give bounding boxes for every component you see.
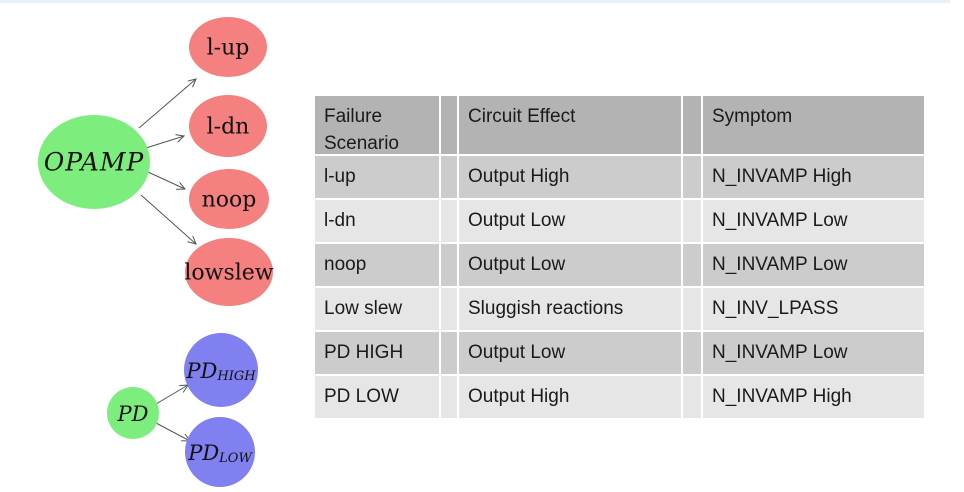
- window-top-edge: [0, 0, 950, 3]
- cell-symptom: N_INV_LPASS: [703, 288, 924, 330]
- edge-opamp-lowslew: [140, 194, 196, 244]
- pd-low-node: [185, 417, 255, 487]
- lup-node-label: l-up: [207, 36, 250, 61]
- cell-effect: Output Low: [459, 244, 681, 286]
- edge-opamp-ldn: [145, 136, 184, 149]
- ldn-node: [189, 95, 267, 157]
- noop-node-label: noop: [202, 188, 257, 213]
- cell-spacer: [441, 156, 457, 198]
- lowslew-node-label: lowslew: [184, 261, 273, 286]
- opamp-node-label: OPAMP: [44, 148, 145, 177]
- header-spacer-1: [441, 96, 457, 154]
- cell-symptom: N_INVAMP High: [703, 376, 924, 418]
- edge-opamp-noop: [147, 171, 185, 189]
- cell-scenario: PD LOW: [315, 376, 439, 418]
- lowslew-node: [185, 238, 273, 306]
- pd-low-node-label: PDLOW: [187, 441, 253, 466]
- lup-node: [189, 17, 267, 77]
- failure-scenario-table: Failure Scenario Circuit Effect Symptom …: [315, 96, 924, 418]
- pd-low-sub: LOW: [218, 451, 253, 466]
- cell-symptom: N_INVAMP Low: [703, 244, 924, 286]
- cell-spacer: [683, 288, 701, 330]
- cell-spacer: [683, 376, 701, 418]
- header-circuit-effect: Circuit Effect: [459, 96, 681, 154]
- noop-node: [189, 169, 269, 229]
- cell-spacer: [441, 244, 457, 286]
- cell-symptom: N_INVAMP High: [703, 156, 924, 198]
- cell-spacer: [683, 200, 701, 242]
- edge-pd-low: [155, 422, 190, 441]
- header-spacer-2: [683, 96, 701, 154]
- cell-scenario: l-up: [315, 156, 439, 198]
- cell-symptom: N_INVAMP Low: [703, 200, 924, 242]
- cell-effect: Output High: [459, 376, 681, 418]
- cell-symptom: N_INVAMP Low: [703, 332, 924, 374]
- cell-effect: Output Low: [459, 200, 681, 242]
- cell-spacer: [683, 332, 701, 374]
- cell-scenario: Low slew: [315, 288, 439, 330]
- cell-spacer: [441, 376, 457, 418]
- cell-effect: Output High: [459, 156, 681, 198]
- cell-scenario: noop: [315, 244, 439, 286]
- header-failure-scenario: Failure Scenario: [315, 96, 439, 154]
- cell-scenario: l-dn: [315, 200, 439, 242]
- edge-pd-high: [155, 385, 188, 405]
- edge-opamp-lup: [138, 79, 196, 129]
- pd-high-node-label: PDHIGH: [185, 359, 256, 384]
- pd-high-main: PD: [185, 359, 217, 383]
- cell-spacer: [441, 200, 457, 242]
- pd-high-node: [184, 333, 258, 407]
- cell-spacer: [683, 244, 701, 286]
- cell-effect: Sluggish reactions: [459, 288, 681, 330]
- cell-effect: Output Low: [459, 332, 681, 374]
- pd-high-sub: HIGH: [216, 369, 256, 384]
- pd-node: [107, 387, 159, 439]
- header-symptom: Symptom: [703, 96, 924, 154]
- cell-scenario: PD HIGH: [315, 332, 439, 374]
- pd-low-main: PD: [187, 441, 219, 465]
- opamp-node: [38, 115, 150, 209]
- fault-tree-diagram: OPAMP l-up l-dn noop lowslew PD PDHIGH P…: [38, 17, 274, 487]
- cell-spacer: [441, 332, 457, 374]
- ldn-node-label: l-dn: [207, 115, 250, 140]
- cell-spacer: [441, 288, 457, 330]
- cell-spacer: [683, 156, 701, 198]
- pd-node-label: PD: [117, 402, 149, 426]
